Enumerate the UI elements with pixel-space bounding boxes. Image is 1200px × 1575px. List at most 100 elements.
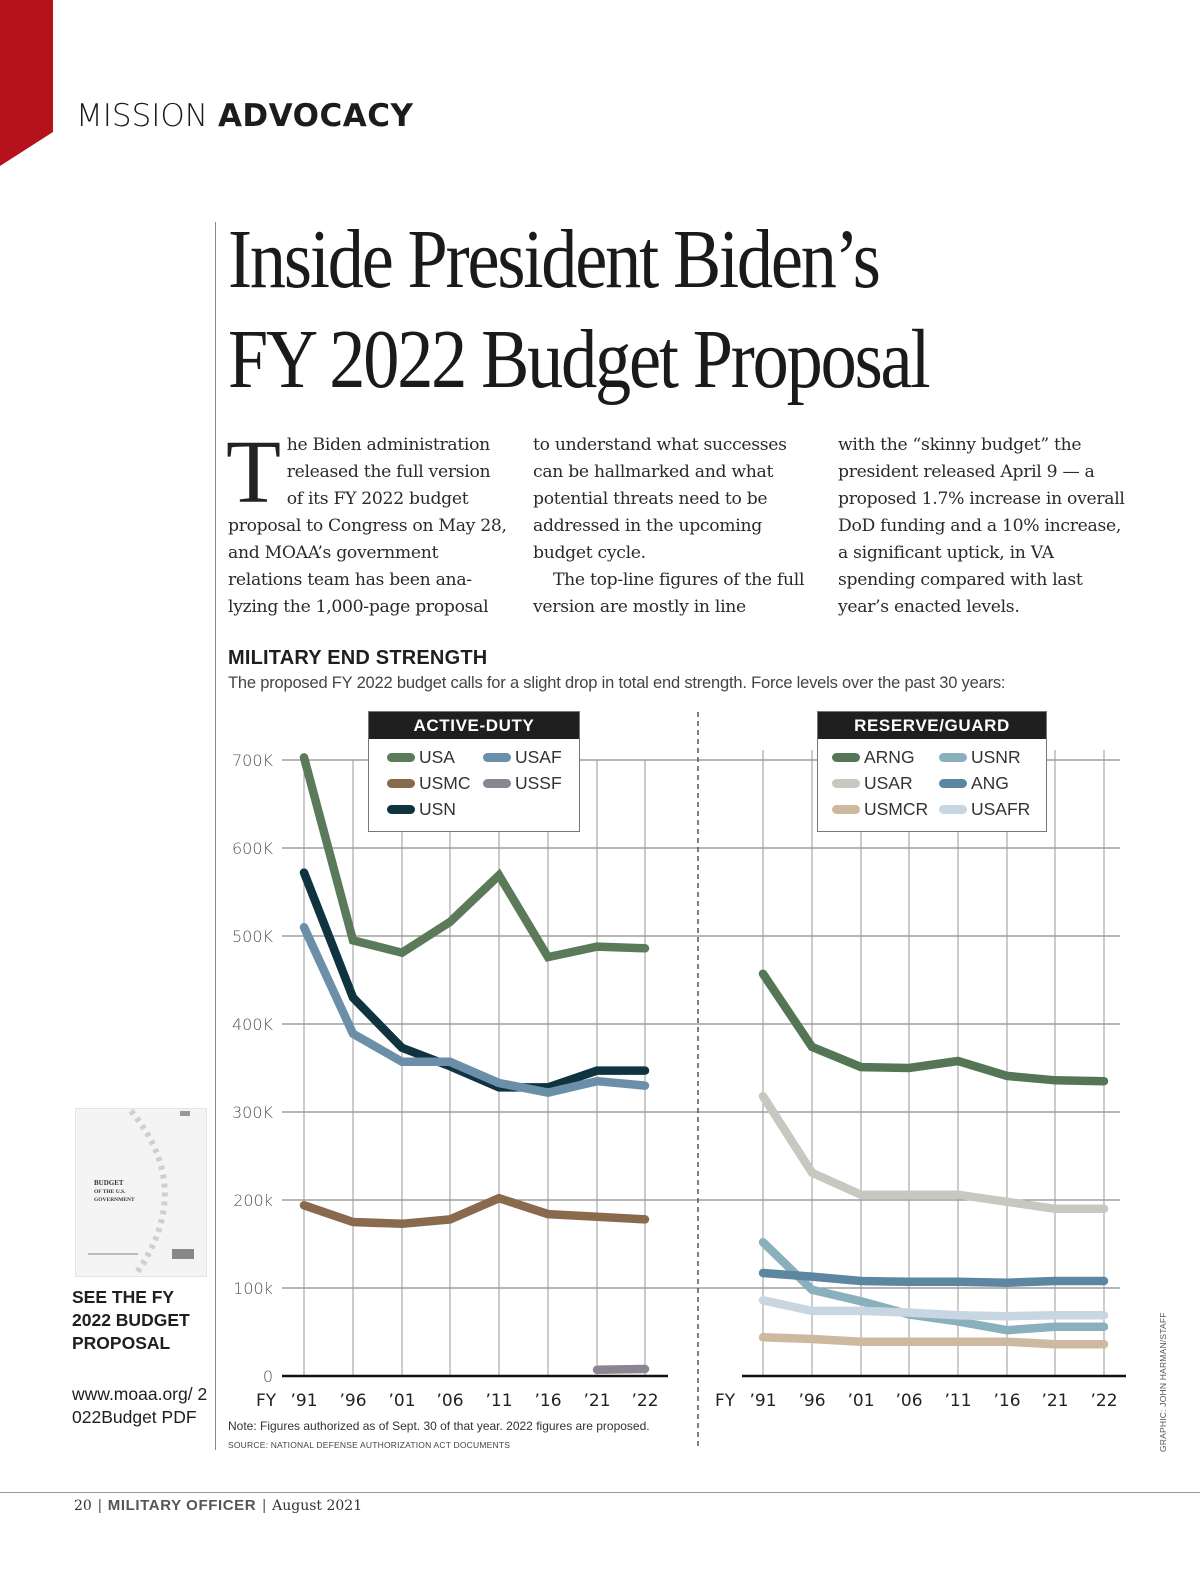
- legend-item-usn: USN: [387, 797, 483, 822]
- legend-item-usaf: USAF: [483, 745, 579, 770]
- issue-date: August 2021: [272, 1498, 363, 1514]
- legend-swatch: [387, 805, 415, 814]
- legend-label: ARNG: [864, 747, 915, 767]
- star-arc-icon: [128, 1109, 168, 1276]
- x-tick-label: ’91: [290, 1391, 317, 1411]
- legend-label: USAFR: [971, 799, 1031, 819]
- legend-label: USAF: [515, 747, 562, 767]
- x-axis-prefix: FY: [715, 1391, 736, 1411]
- legend-swatch: [832, 805, 860, 814]
- series-line-usar: [758, 1091, 1109, 1214]
- legend-label: USMCR: [864, 799, 929, 819]
- graphic-credit: GRAPHIC: JOHN HARMAN/STAFF: [1158, 1312, 1168, 1452]
- x-tick-label: ’16: [534, 1391, 561, 1411]
- svg-text:BUDGET: BUDGET: [94, 1179, 124, 1187]
- x-tick-label: ’06: [895, 1391, 922, 1411]
- budget-cover-image: BUDGET OF THE U.S. GOVERNMENT: [88, 1109, 194, 1276]
- x-tick-label: ’91: [749, 1391, 776, 1411]
- chart-subtitle: The proposed FY 2022 budget calls for a …: [228, 674, 1006, 692]
- x-tick-label: ’11: [485, 1391, 512, 1411]
- x-tick-label: ’01: [388, 1391, 415, 1411]
- legend-item-usafr: USAFR: [939, 797, 1046, 822]
- x-tick-label: ’22: [1090, 1391, 1117, 1411]
- page-footer: 20 | MILITARY OFFICER | August 2021: [74, 1497, 363, 1514]
- y-tick-label: 300K: [232, 1103, 274, 1122]
- legend-label: ANG: [971, 773, 1009, 793]
- article-text-1: he Biden administration released the ful…: [228, 435, 507, 617]
- legend-swatch: [939, 753, 967, 762]
- legend-item-usnr: USNR: [939, 745, 1046, 770]
- legend-item-usa: USA: [387, 745, 483, 770]
- legend-item-ang: ANG: [939, 771, 1046, 796]
- legend-label: USAR: [864, 773, 913, 793]
- legend-label: USN: [419, 799, 456, 819]
- series-line-usmcr: [758, 1333, 1109, 1349]
- x-tick-label: ’96: [339, 1391, 366, 1411]
- page-title-line-2: FY 2022 Budget Proposal: [228, 313, 931, 406]
- x-tick-label: ’16: [993, 1391, 1020, 1411]
- x-tick-label: ’22: [631, 1391, 658, 1411]
- series-line-usmc: [299, 1193, 650, 1229]
- section-label-light: MISSION: [76, 98, 208, 134]
- legend-item-arng: ARNG: [832, 745, 939, 770]
- legend-item-usmcr: USMCR: [832, 797, 939, 822]
- article-text-2a: to understand what successes can be hall…: [533, 435, 787, 563]
- article-column-1: T he Biden administration released the f…: [226, 423, 510, 621]
- svg-text:OF THE U.S.: OF THE U.S.: [94, 1189, 126, 1195]
- x-tick-label: ’11: [944, 1391, 971, 1411]
- legend-swatch: [832, 779, 860, 788]
- magazine-name: MILITARY OFFICER: [107, 1497, 257, 1514]
- x-tick-label: ’06: [436, 1391, 463, 1411]
- column-rule: [215, 222, 216, 1450]
- section-label-bold: ADVOCACY: [217, 98, 414, 134]
- article-text-3: with the “skinny budget” the president r…: [838, 435, 1125, 617]
- article-text-2b: The top-line figures of the full version…: [533, 570, 805, 617]
- y-tick-label: 700K: [232, 751, 274, 770]
- series-line-usa: [299, 753, 650, 962]
- legend-swatch: [387, 753, 415, 762]
- page-number: 20: [74, 1498, 92, 1514]
- x-tick-label: ’21: [583, 1391, 610, 1411]
- legend-title: ACTIVE-DUTY: [369, 712, 579, 739]
- y-tick-label: 0: [263, 1367, 273, 1386]
- x-axis-prefix: FY: [256, 1391, 277, 1411]
- legend-item-ussf: USSF: [483, 771, 579, 796]
- legend-reserve-guard: RESERVE/GUARD ARNG USNR USAR ANG USMCR USAFR: [817, 711, 1047, 832]
- chart-title: MILITARY END STRENGTH: [228, 647, 488, 669]
- legend-item-usmc: USMC: [387, 771, 483, 796]
- legend-swatch: [939, 779, 967, 788]
- legend-active-duty: ACTIVE-DUTY USA USAF USMC USSF USN: [368, 711, 580, 832]
- article-column-2: to understand what successes can be hall…: [533, 432, 818, 621]
- series-line-usaf: [299, 922, 650, 1097]
- series-line-ussf: [592, 1364, 650, 1375]
- x-tick-label: ’21: [1041, 1391, 1068, 1411]
- series-line-ang: [758, 1268, 1109, 1287]
- legend-swatch: [939, 805, 967, 814]
- budget-cover-thumbnail[interactable]: BUDGET OF THE U.S. GOVERNMENT: [75, 1108, 207, 1277]
- svg-text:GOVERNMENT: GOVERNMENT: [94, 1197, 135, 1203]
- sidebar-cta: SEE THE FY 2022 BUDGET PROPOSAL: [72, 1287, 190, 1353]
- series-line-usn: [299, 868, 650, 1092]
- legend-swatch: [483, 779, 511, 788]
- chart-source: SOURCE: NATIONAL DEFENSE AUTHORIZATION A…: [228, 1440, 511, 1450]
- legend-label: USA: [419, 747, 455, 767]
- drop-cap: T: [226, 423, 281, 522]
- legend-title: RESERVE/GUARD: [818, 712, 1046, 739]
- y-tick-label: 100k: [233, 1279, 273, 1298]
- page-title: Inside President Biden’s FY 2022 Budget …: [228, 210, 931, 410]
- chart-note: Note: Figures authorized as of Sept. 30 …: [228, 1419, 650, 1433]
- budget-pdf-link[interactable]: www.moaa.org/ 2022Budget PDF: [72, 1384, 208, 1427]
- section-label: MISSION ADVOCACY: [76, 96, 413, 135]
- article-column-3: with the “skinny budget” the president r…: [838, 432, 1128, 621]
- x-tick-label: ’01: [847, 1391, 874, 1411]
- legend-label: USNR: [971, 747, 1021, 767]
- y-tick-label: 600K: [232, 839, 274, 858]
- red-tab-shape: [0, 0, 53, 166]
- legend-swatch: [387, 779, 415, 788]
- legend-swatch: [832, 753, 860, 762]
- legend-item-usar: USAR: [832, 771, 939, 796]
- page-title-line-1: Inside President Biden’s: [228, 213, 881, 306]
- y-tick-label: 400K: [232, 1015, 274, 1034]
- footer-rule: [0, 1492, 1200, 1493]
